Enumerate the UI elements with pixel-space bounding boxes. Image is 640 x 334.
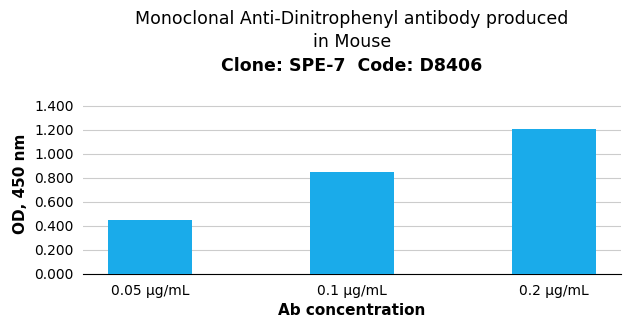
X-axis label: Ab concentration: Ab concentration bbox=[278, 303, 426, 318]
Bar bbox=[511, 129, 596, 274]
Bar bbox=[310, 172, 394, 274]
Bar bbox=[108, 220, 193, 274]
Text: Clone: SPE-7  Code: D8406: Clone: SPE-7 Code: D8406 bbox=[221, 57, 483, 75]
Text: Monoclonal Anti-Dinitrophenyl antibody produced: Monoclonal Anti-Dinitrophenyl antibody p… bbox=[135, 10, 569, 28]
Y-axis label: OD, 450 nm: OD, 450 nm bbox=[13, 134, 28, 234]
Text: in Mouse: in Mouse bbox=[313, 33, 391, 51]
